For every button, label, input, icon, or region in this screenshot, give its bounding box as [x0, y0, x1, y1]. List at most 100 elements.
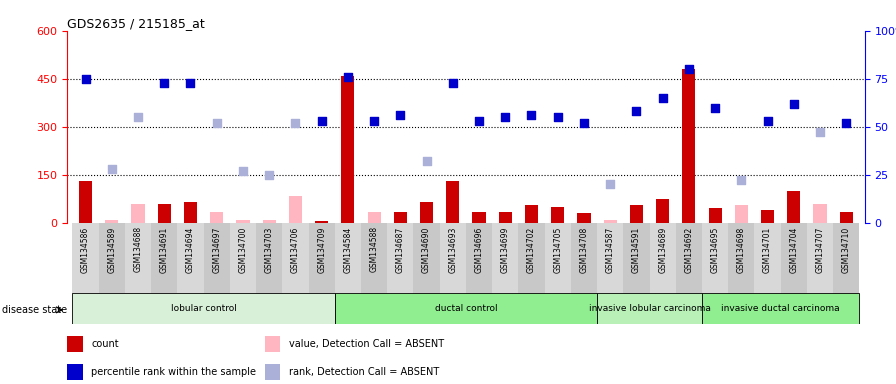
Bar: [105, 221, 118, 223]
Text: invasive lobular carcinoma: invasive lobular carcinoma: [589, 304, 711, 313]
Text: GSM134586: GSM134586: [81, 226, 90, 273]
Bar: [604, 220, 616, 223]
Bar: [788, 191, 800, 223]
Bar: [263, 220, 276, 223]
Text: GSM134694: GSM134694: [186, 226, 195, 273]
Text: lobular control: lobular control: [170, 304, 237, 313]
Text: GSM134709: GSM134709: [317, 226, 326, 273]
Bar: [237, 220, 249, 223]
Bar: [597, 293, 702, 324]
Bar: [702, 223, 728, 294]
Bar: [282, 223, 308, 294]
Bar: [735, 205, 748, 223]
Bar: [361, 223, 387, 294]
Bar: [315, 221, 328, 223]
Text: rank, Detection Call = ABSENT: rank, Detection Call = ABSENT: [289, 367, 439, 377]
Bar: [335, 293, 597, 324]
Bar: [545, 223, 571, 294]
Text: value, Detection Call = ABSENT: value, Detection Call = ABSENT: [289, 339, 444, 349]
Bar: [308, 223, 335, 294]
Point: [708, 104, 722, 111]
Text: invasive ductal carcinoma: invasive ductal carcinoma: [721, 304, 840, 313]
Bar: [263, 221, 276, 223]
Bar: [440, 223, 466, 294]
Bar: [604, 220, 616, 223]
Bar: [597, 223, 624, 294]
Bar: [393, 212, 407, 223]
Bar: [367, 212, 381, 223]
Bar: [702, 293, 859, 324]
Text: GSM134707: GSM134707: [815, 226, 824, 273]
Text: percentile rank within the sample: percentile rank within the sample: [91, 367, 256, 377]
Bar: [466, 223, 492, 294]
Bar: [256, 223, 282, 294]
Bar: [656, 199, 669, 223]
Bar: [683, 69, 695, 223]
Point: [289, 120, 303, 126]
Text: GSM134702: GSM134702: [527, 226, 536, 273]
Point: [340, 74, 355, 80]
Point: [550, 114, 564, 120]
Bar: [650, 223, 676, 294]
Bar: [499, 212, 512, 223]
Bar: [840, 212, 853, 223]
Text: GSM134584: GSM134584: [343, 226, 352, 273]
Bar: [833, 223, 859, 294]
Point: [813, 129, 827, 136]
Bar: [237, 222, 249, 223]
Text: GSM134588: GSM134588: [370, 226, 379, 272]
Point: [656, 95, 670, 101]
Bar: [472, 212, 486, 223]
Point: [262, 172, 276, 178]
Bar: [519, 223, 545, 294]
Bar: [728, 223, 754, 294]
Text: GSM134689: GSM134689: [659, 226, 668, 273]
Bar: [525, 205, 538, 223]
Bar: [79, 181, 92, 223]
Bar: [387, 223, 413, 294]
Text: GSM134704: GSM134704: [789, 226, 798, 273]
Text: GSM134693: GSM134693: [448, 226, 457, 273]
Point: [840, 120, 854, 126]
Bar: [676, 223, 702, 294]
Bar: [73, 223, 99, 294]
Text: GSM134690: GSM134690: [422, 226, 431, 273]
Bar: [709, 208, 721, 223]
Text: GSM134696: GSM134696: [475, 226, 484, 273]
Bar: [735, 216, 748, 223]
Text: GSM134691: GSM134691: [159, 226, 168, 273]
Bar: [780, 223, 807, 294]
Bar: [630, 205, 643, 223]
Bar: [814, 208, 827, 223]
Bar: [99, 223, 125, 294]
Text: count: count: [91, 339, 119, 349]
Bar: [577, 213, 590, 223]
Bar: [551, 207, 564, 223]
Text: GSM134699: GSM134699: [501, 226, 510, 273]
Point: [603, 181, 617, 187]
Point: [367, 118, 382, 124]
Text: GSM134697: GSM134697: [212, 226, 221, 273]
Bar: [211, 212, 223, 223]
Bar: [230, 223, 256, 294]
Bar: [341, 76, 355, 223]
Text: GSM134589: GSM134589: [108, 226, 116, 273]
Bar: [367, 212, 381, 223]
Text: GSM134700: GSM134700: [238, 226, 247, 273]
Point: [236, 168, 250, 174]
Bar: [151, 223, 177, 294]
Point: [445, 79, 460, 86]
Point: [78, 76, 92, 82]
Point: [419, 158, 434, 164]
Point: [524, 112, 538, 118]
Point: [131, 114, 145, 120]
Bar: [264, 336, 280, 352]
Text: GSM134587: GSM134587: [606, 226, 615, 273]
Text: GSM134692: GSM134692: [685, 226, 694, 273]
Bar: [184, 202, 197, 223]
Point: [472, 118, 487, 124]
Bar: [264, 364, 280, 380]
Bar: [814, 204, 827, 223]
Bar: [624, 223, 650, 294]
Text: GSM134698: GSM134698: [737, 226, 745, 273]
